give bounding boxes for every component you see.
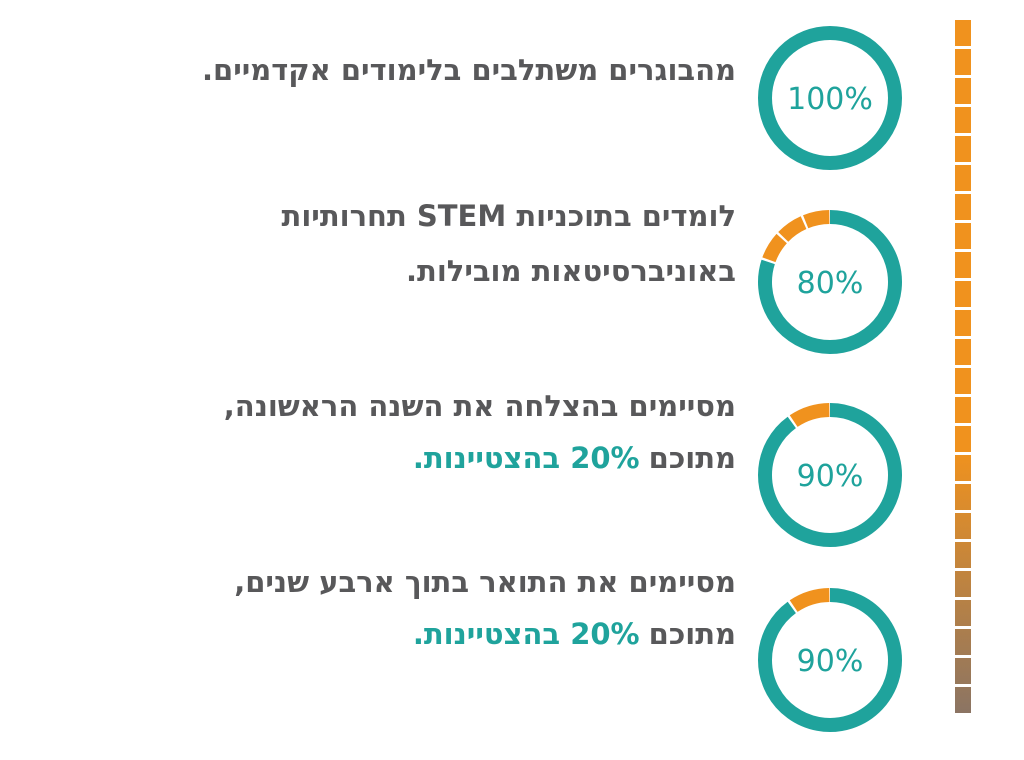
donut-arc xyxy=(758,588,902,732)
item-text: מסיימים בהצלחה את השנה הראשונה, xyxy=(224,380,736,432)
donut-remainder xyxy=(778,216,807,242)
item-text: מסיימים את התואר בתוך ארבע שנים, xyxy=(234,556,736,608)
text-line: לומדים בתוכניות STEM תחרותיות xyxy=(281,199,736,233)
donut-remainder xyxy=(789,588,830,613)
highlight-text: 20% בהצטיינות. xyxy=(412,617,640,651)
donut-arc xyxy=(758,26,902,170)
item-text: מהבוגרים משתלבים בלימודים אקדמיים. xyxy=(202,44,736,96)
item-text: לומדים בתוכניות STEM תחרותיות xyxy=(282,190,736,242)
timeline-rail xyxy=(955,20,971,716)
donut-label: 100% xyxy=(787,82,873,117)
donut-label: 80% xyxy=(797,266,864,301)
text-line: מהבוגרים משתלבים בלימודים אקדמיים. xyxy=(201,53,736,87)
donut-arc xyxy=(758,210,902,354)
text-line: מסיימים את התואר בתוך ארבע שנים, xyxy=(234,565,736,599)
donut-label: 90% xyxy=(797,459,864,494)
donut-remainder xyxy=(762,233,788,263)
donut-label: 90% xyxy=(797,644,864,679)
item-text: באוניברסיטאות מובילות. xyxy=(406,245,736,297)
text-line: מסיימים בהצלחה את השנה הראשונה, xyxy=(223,389,736,423)
text-line: מתוכם xyxy=(648,617,736,651)
highlight-text: 20% בהצטיינות. xyxy=(412,441,640,475)
item-text: מתוכם20% בהצטיינות. xyxy=(413,608,736,660)
donut-remainder xyxy=(789,403,830,428)
text-line: מתוכם xyxy=(648,441,736,475)
item-text: מתוכם20% בהצטיינות. xyxy=(413,432,736,484)
donut-arc xyxy=(758,403,902,547)
donut-remainder xyxy=(803,210,830,229)
text-line: באוניברסיטאות מובילות. xyxy=(406,254,736,288)
